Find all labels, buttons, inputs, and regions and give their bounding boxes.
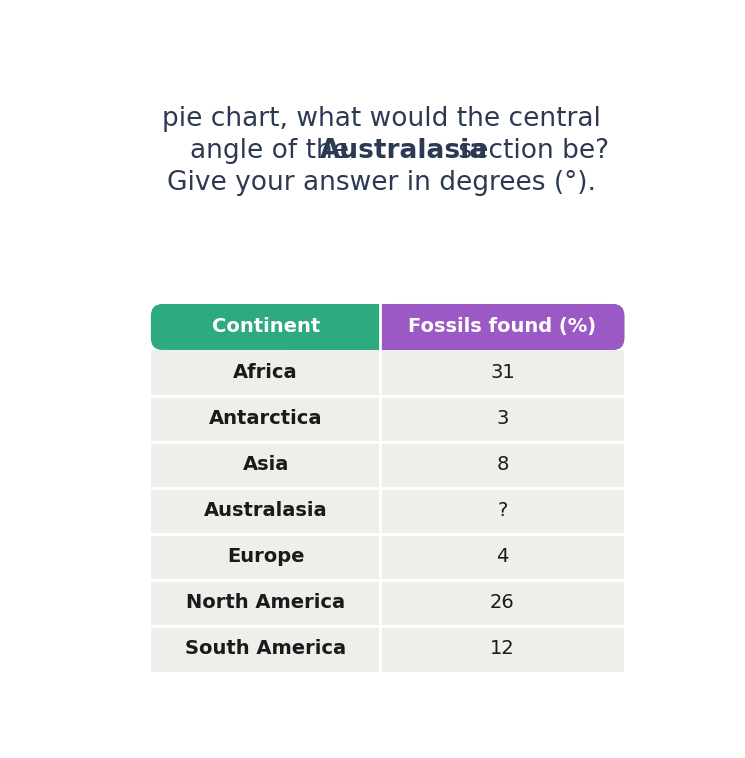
Text: section be?: section be? — [450, 138, 609, 164]
Text: 3: 3 — [496, 409, 509, 428]
FancyBboxPatch shape — [150, 350, 624, 396]
Text: 31: 31 — [490, 363, 515, 383]
FancyBboxPatch shape — [150, 580, 624, 626]
FancyBboxPatch shape — [150, 396, 624, 442]
Text: angle of the: angle of the — [190, 138, 358, 164]
Text: 26: 26 — [490, 594, 515, 612]
Text: pie chart, what would the central: pie chart, what would the central — [162, 105, 601, 132]
FancyBboxPatch shape — [288, 304, 381, 350]
Text: Australasia: Australasia — [204, 501, 328, 520]
FancyBboxPatch shape — [150, 488, 624, 534]
FancyBboxPatch shape — [150, 442, 624, 488]
FancyBboxPatch shape — [381, 304, 624, 350]
Text: ?: ? — [497, 501, 507, 520]
FancyBboxPatch shape — [150, 626, 624, 672]
Text: Continent: Continent — [212, 318, 320, 337]
Text: 4: 4 — [496, 547, 509, 566]
Text: South America: South America — [185, 639, 346, 658]
FancyBboxPatch shape — [381, 304, 478, 350]
Text: Antarctica: Antarctica — [209, 409, 323, 428]
Text: Asia: Asia — [242, 456, 289, 475]
Text: Australasia: Australasia — [320, 138, 488, 164]
Text: Africa: Africa — [233, 363, 298, 383]
Text: Fossils found (%): Fossils found (%) — [408, 318, 597, 337]
Text: Give your answer in degrees (°).: Give your answer in degrees (°). — [168, 170, 596, 196]
Text: 12: 12 — [490, 639, 515, 658]
Text: North America: North America — [186, 594, 345, 612]
Text: 8: 8 — [496, 456, 509, 475]
FancyBboxPatch shape — [150, 304, 624, 350]
FancyBboxPatch shape — [150, 534, 624, 580]
Text: Europe: Europe — [227, 547, 305, 566]
